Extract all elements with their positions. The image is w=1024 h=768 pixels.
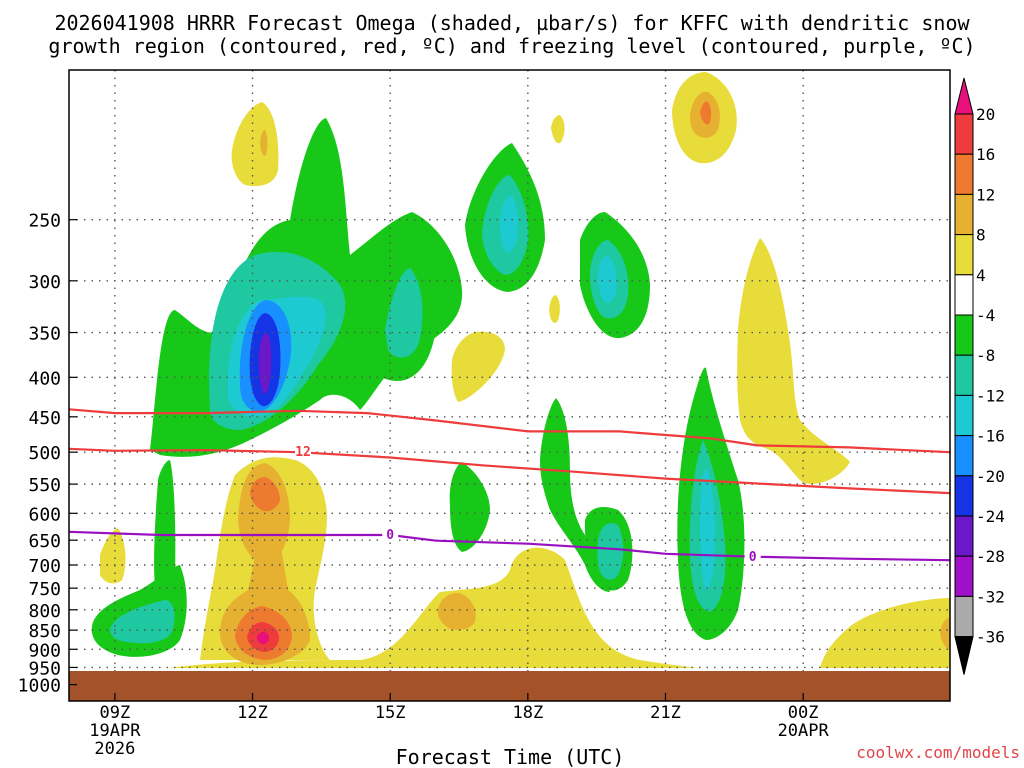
contour-label: 12 [295, 445, 311, 460]
colorbar-swatch [954, 595, 974, 638]
colorbar-label: -12 [976, 386, 1005, 405]
colorbar-swatch [954, 314, 974, 356]
colorbar-label: -28 [976, 547, 1005, 566]
colorbar-swatch [954, 555, 974, 597]
colorbar-label: 12 [976, 185, 995, 204]
plot-area: 12 0 0 [69, 70, 950, 701]
chart-title-line1: 2026041908 HRRR Forecast Omega (shaded, … [54, 11, 970, 35]
contour-label: 0 [386, 528, 394, 543]
contour-line-0 [69, 408, 950, 454]
omega-cell-teal-6 [597, 523, 624, 580]
colorbar-swatch [954, 153, 974, 195]
omega-cell-green-6 [540, 398, 610, 592]
contour-label-bg [382, 526, 399, 541]
x-tick-label: 21Z [650, 703, 681, 723]
colorbar-swatch [954, 234, 974, 276]
omega-cell-yellow-5 [451, 331, 505, 402]
contour-label-bg [744, 548, 761, 563]
omega-cell-orange-2 [260, 130, 268, 156]
colorbar-bottom-arrow [954, 636, 974, 675]
colorbar-swatch [954, 394, 974, 437]
colorbar-label: -8 [976, 346, 995, 365]
omega-cell-cyan-4 [598, 255, 617, 303]
y-tick-label: 250 [28, 211, 61, 232]
omega-cell-teal-8 [110, 600, 175, 644]
y-tick-label: 450 [28, 408, 61, 429]
omega-cell-orange-9 [437, 592, 476, 630]
omega-cell-yellow-10 [820, 598, 950, 668]
colorbar-swatch [954, 435, 974, 477]
x-tick-label: 09Z [100, 703, 131, 723]
colorbar-label: -4 [976, 306, 995, 325]
colorbar-swatch [954, 515, 974, 557]
contour-line-1 [69, 447, 950, 495]
colorbar-swatch [954, 475, 974, 517]
colorbar-label: -20 [976, 467, 1005, 486]
omega-cell-purple-1 [258, 333, 272, 395]
contour-label-bg [295, 444, 312, 459]
x-tick-label: 15Z [375, 703, 406, 723]
ground-surface [69, 671, 950, 701]
omega-cell-orange-10 [940, 618, 950, 650]
colorbar-label: 20 [976, 105, 995, 124]
watermark: coolwx.com/models [856, 743, 1020, 762]
y-tick-label: 900 [28, 640, 61, 661]
contour-lines: 12 0 0 [69, 408, 950, 565]
x-axis-label: Forecast Time (UTC) [396, 745, 625, 768]
omega-cell-yellow-2 [231, 102, 279, 187]
omega-cell-yellow-1b [168, 547, 700, 668]
x-tick-label: 00Z [788, 703, 819, 723]
omega-cell-yellow-7 [549, 295, 560, 323]
y-tick-label: 650 [28, 531, 61, 552]
y-tick-label: 600 [28, 504, 61, 525]
omega-cell-teal-2 [385, 268, 423, 358]
x-tick-label: 18Z [512, 703, 543, 723]
y-tick-label: 700 [28, 556, 61, 577]
omega-cell-magenta-1 [257, 632, 269, 644]
colorbar: 20 16 12 8 4 -4 -8 -12 -16 -20 -24 -28 -32 -36 [954, 77, 1005, 675]
colorbar-swatch [954, 113, 974, 155]
omega-cell-cyan-7 [700, 468, 716, 590]
omega-cell-orangered-3 [700, 101, 712, 125]
y-tick-label: 950 [28, 658, 61, 679]
omega-shaded-field [91, 72, 950, 668]
colorbar-swatch [954, 354, 974, 396]
colorbar-label: 8 [976, 226, 986, 245]
contour-line-2 [69, 530, 950, 562]
omega-cell-yellow-6 [551, 115, 565, 144]
x-tick-label: 19APR [89, 721, 141, 741]
y-tick-label: 550 [28, 475, 61, 496]
omega-cell-yellow-4 [737, 238, 850, 484]
y-tick-label: 800 [28, 601, 61, 622]
y-tick-label: 500 [28, 443, 61, 464]
y-tick-label: 300 [28, 272, 61, 293]
x-tick-label: 2026 [94, 739, 135, 759]
y-tick-label: 400 [28, 368, 61, 389]
colorbar-label: -24 [976, 507, 1005, 526]
omega-cell-orangered-1b [250, 477, 280, 512]
colorbar-label: -32 [976, 587, 1005, 606]
colorbar-label: -36 [976, 628, 1005, 647]
colorbar-swatch [954, 193, 974, 236]
grid [69, 70, 950, 701]
omega-cell-yellow-8 [100, 528, 126, 584]
colorbar-label: 16 [976, 145, 995, 164]
x-tick-label: 12Z [237, 703, 268, 723]
colorbar-label: -16 [976, 427, 1005, 446]
y-axis: 2503003504004505005506006507007508008509… [18, 211, 77, 697]
x-tick-label: 20APR [778, 721, 830, 741]
colorbar-label: 4 [976, 266, 986, 285]
y-tick-label: 350 [28, 324, 61, 345]
chart-title-line2: growth region (contoured, red, ºC) and f… [48, 34, 975, 58]
colorbar-top-arrow [954, 77, 974, 115]
y-tick-label: 850 [28, 621, 61, 642]
colorbar-swatch [954, 274, 974, 316]
y-tick-label: 750 [28, 579, 61, 600]
omega-cell-cyan-3 [500, 195, 519, 253]
y-tick-label: 1000 [18, 676, 61, 697]
contour-label: 0 [749, 550, 757, 565]
plot-frame [68, 69, 951, 702]
